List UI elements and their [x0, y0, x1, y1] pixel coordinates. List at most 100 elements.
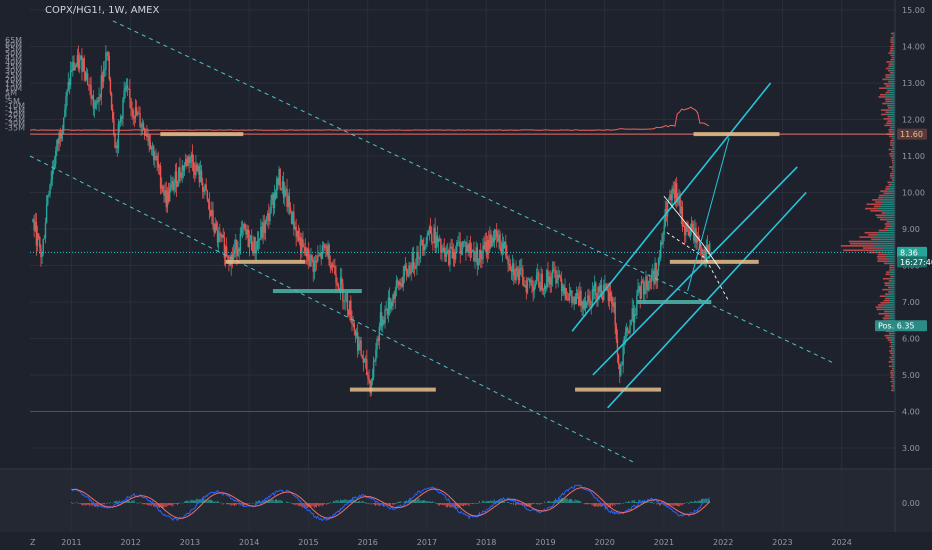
- candle-body: [315, 260, 318, 262]
- volume-profile-bar-down: [877, 260, 888, 262]
- candle-body: [614, 302, 616, 326]
- candle-body: [673, 190, 676, 199]
- time-axis-tick-label: 2020: [595, 538, 615, 547]
- volume-profile-bar-up: [890, 337, 895, 339]
- candle-body: [574, 297, 576, 305]
- timezone-label[interactable]: Z: [30, 538, 36, 547]
- candle-body: [39, 236, 41, 248]
- time-axis-tick-label: 2023: [772, 538, 792, 547]
- candle-body: [210, 210, 212, 216]
- candle-body: [236, 239, 238, 256]
- volume-profile-bar-up: [891, 135, 895, 138]
- candle-body: [188, 156, 190, 164]
- volume-profile-bar-up: [888, 258, 895, 260]
- candle-body: [214, 223, 216, 233]
- candle-body: [51, 169, 54, 180]
- candle-body: [538, 272, 540, 287]
- candle-body: [453, 251, 456, 260]
- candle-body: [637, 288, 639, 296]
- candle-body: [140, 126, 142, 128]
- volume-profile-bar-down: [891, 56, 894, 59]
- candle-body: [372, 360, 375, 379]
- support-band: [160, 132, 244, 137]
- candle-body: [668, 199, 670, 203]
- price-tag-background: [875, 320, 927, 332]
- candle-body: [153, 146, 155, 161]
- candle-body: [579, 290, 581, 305]
- volume-profile-bar-up: [889, 282, 895, 284]
- candle-body: [294, 226, 296, 230]
- candle-body: [189, 157, 191, 164]
- candle-body: [167, 191, 170, 202]
- time-axis-tick-label: 2024: [831, 538, 851, 547]
- candle-body: [358, 343, 360, 351]
- candle-body: [349, 300, 351, 315]
- volume-profile-bar-up: [892, 137, 895, 140]
- candle-body: [199, 170, 202, 183]
- candle-body: [505, 241, 507, 255]
- volume-profile-bar-down: [885, 100, 891, 103]
- candle-body: [691, 223, 694, 231]
- candle-body: [64, 109, 66, 118]
- candle-body: [132, 110, 134, 117]
- candle-body: [265, 217, 268, 221]
- candle-body: [679, 196, 681, 214]
- volume-profile-bar-up: [887, 78, 895, 81]
- volume-series-line: [29, 106, 710, 131]
- volume-profile-bar-up: [893, 374, 895, 376]
- candle-body: [245, 229, 247, 235]
- candle-body: [432, 242, 434, 243]
- candle-body: [590, 304, 592, 305]
- candle-body: [119, 116, 122, 123]
- volume-profile-bar-down: [887, 89, 891, 92]
- volume-profile-bar-down: [888, 365, 891, 368]
- candle-body: [587, 295, 589, 303]
- candle-body: [297, 230, 300, 241]
- candle-body: [485, 241, 488, 255]
- volume-profile-bar-down: [888, 280, 892, 282]
- volume-profile-bar-down: [890, 343, 893, 346]
- volume-profile-bar-up: [892, 343, 895, 346]
- candle-body: [522, 269, 524, 286]
- candle-body: [162, 186, 164, 192]
- time-axis[interactable]: 2011 2012 2013 2014 2015 2016 2017 2018 2019 2020…: [61, 538, 852, 547]
- volume-profile-bar-up: [890, 220, 895, 223]
- volume-profile-bar-down: [880, 109, 889, 111]
- candle-body: [459, 241, 461, 254]
- volume-profile-bar-down: [879, 218, 888, 221]
- volume-profile-bar-down: [889, 350, 893, 352]
- candle-body: [59, 132, 62, 139]
- volume-profile-bar-down: [875, 201, 884, 203]
- right-axis-tick-label: 11.00: [902, 152, 925, 161]
- candle-body: [369, 380, 371, 394]
- candle-body: [151, 146, 154, 148]
- volume-profile-bar-up: [890, 61, 895, 63]
- time-axis-tick-label: 2016: [358, 538, 378, 547]
- candle-body: [36, 233, 39, 246]
- candle-body: [480, 249, 482, 259]
- candle-body: [452, 251, 455, 259]
- candle-body: [80, 55, 82, 59]
- left-axis-tick-label: 65M: [5, 36, 22, 45]
- candle-body: [247, 229, 250, 248]
- candle-body: [350, 300, 352, 321]
- support-band: [575, 387, 661, 392]
- volume-profile-bar-up: [891, 280, 895, 282]
- candle-body: [58, 132, 60, 144]
- volume-profile-bar-up: [890, 297, 895, 300]
- candle-body: [296, 230, 298, 237]
- candle-body: [221, 234, 223, 238]
- candle-body: [302, 239, 304, 248]
- candle-body: [191, 154, 194, 162]
- candle-body: [181, 165, 183, 178]
- candle-body: [86, 73, 89, 85]
- volume-profile-bar-up: [877, 207, 895, 210]
- volume-profile-bar-up: [891, 291, 895, 293]
- candle-body: [709, 243, 711, 254]
- volume-profile-bar-up: [872, 240, 895, 243]
- candle-body: [601, 297, 604, 300]
- candle-body: [681, 206, 684, 227]
- candle-body: [621, 364, 623, 366]
- volume-profile-bar-down: [886, 220, 891, 223]
